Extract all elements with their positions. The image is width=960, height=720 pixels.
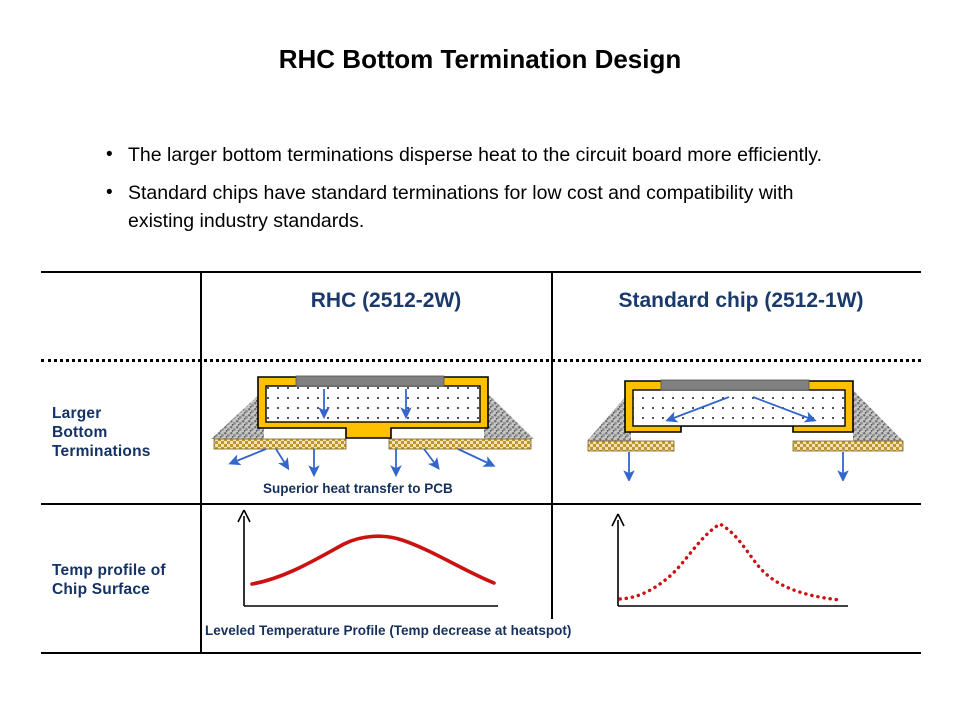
chip-body-rhc: [265, 385, 481, 423]
row-label-terminations-line1: Larger: [52, 405, 102, 422]
resistive-element-standard: [660, 379, 810, 391]
diagonal-arrow-icon: [665, 396, 730, 423]
row-label-temp-profile: Temp profile of Chip Surface: [52, 561, 166, 599]
row-label-temp-profile-line1: Temp profile of: [52, 562, 166, 579]
diagram-rhc-cross-section: [206, 366, 536, 486]
pcb-pad-left: [587, 440, 675, 452]
chart-series-standard: [618, 522, 842, 602]
column-header-standard: Standard chip (2512-1W): [618, 289, 864, 312]
list-item: • The larger bottom terminations dispers…: [100, 141, 860, 169]
chip-body-standard: [632, 389, 846, 427]
page-title: RHC Bottom Termination Design: [278, 44, 682, 74]
pcb-pad-left: [213, 438, 347, 450]
bullet-list: • The larger bottom terminations dispers…: [100, 141, 860, 245]
table-dotted-rule: [41, 359, 921, 362]
bullet-dot-icon: •: [106, 182, 113, 203]
row-label-terminations: Larger Bottom Terminations: [52, 404, 151, 461]
resistive-element-rhc: [295, 375, 445, 387]
axis-arrow-icon: [611, 513, 625, 527]
solder-fillet-right: [484, 390, 534, 439]
table-column-divider-left: [200, 272, 202, 653]
table-column-divider-middle: [551, 272, 553, 619]
pcb-pad-right: [388, 438, 532, 450]
diagonal-arrow-icon: [752, 396, 817, 423]
caption-leveled-temperature-profile: Leveled Temperature Profile (Temp decrea…: [205, 623, 572, 638]
down-arrow-icon: [228, 448, 267, 466]
pcb-pad-right: [792, 440, 904, 452]
comparison-table: RHC (2512-2W) Standard chip (2512-1W) La…: [41, 271, 921, 654]
table-bottom-rule: [41, 652, 921, 654]
down-arrow-icon: [423, 448, 440, 470]
row-label-terminations-line3: Terminations: [52, 443, 151, 460]
chart-series-rhc: [250, 534, 496, 586]
solder-fillet-left: [211, 390, 264, 439]
down-arrow-icon: [457, 448, 496, 467]
diagram-standard-cross-section: [581, 366, 911, 486]
axis-arrow-icon: [237, 509, 251, 523]
down-arrow-icon: [275, 448, 290, 471]
table-middle-rule: [41, 503, 921, 505]
chart-rhc-temp-profile: [226, 506, 526, 626]
bullet-text: The larger bottom terminations disperse …: [128, 144, 823, 166]
column-header-rhc: RHC (2512-2W): [310, 289, 462, 312]
chart-standard-temp-profile: [596, 506, 896, 626]
bullet-dot-icon: •: [106, 144, 113, 165]
row-label-terminations-line2: Bottom: [52, 424, 108, 441]
solder-fillet-right: [853, 390, 903, 441]
caption-superior-heat-transfer: Superior heat transfer to PCB: [263, 481, 453, 496]
list-item: • Standard chips have standard terminati…: [100, 179, 860, 235]
table-top-rule: [41, 271, 921, 273]
row-label-temp-profile-line2: Chip Surface: [52, 581, 151, 598]
bullet-text: Standard chips have standard termination…: [128, 182, 794, 232]
solder-fillet-left: [587, 390, 631, 441]
